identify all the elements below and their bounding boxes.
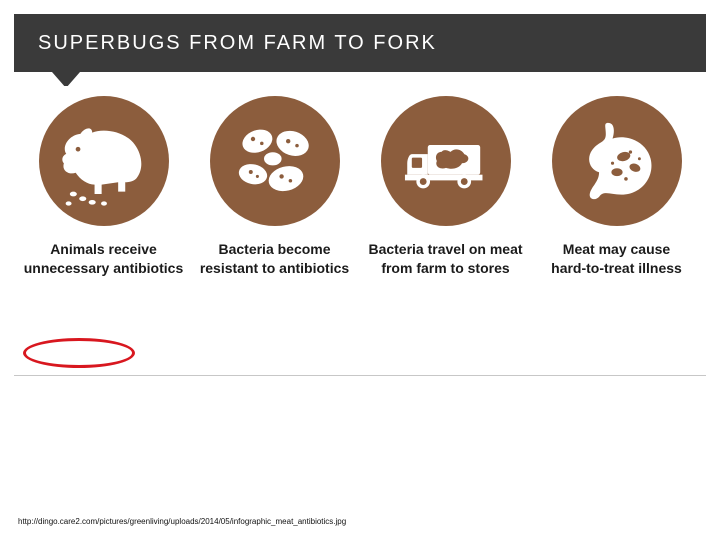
- step-2: Bacteria become resistant to antibiotics: [191, 96, 359, 278]
- circle-2: [210, 96, 340, 226]
- circle-3: [381, 96, 511, 226]
- slide: SUPERBUGS FROM FARM TO FORK Animals: [0, 0, 720, 540]
- header-bar: SUPERBUGS FROM FARM TO FORK: [14, 14, 706, 72]
- divider-line: [14, 375, 706, 376]
- pig-eating-icon: [45, 102, 163, 220]
- stomach-bacteria-icon: [561, 105, 673, 217]
- caption-4: Meat may cause hard-to-treat illness: [536, 240, 698, 278]
- meat-truck-icon: [389, 104, 503, 218]
- caption-2: Bacteria become resistant to antibiotics: [194, 240, 356, 278]
- caption-3: Bacteria travel on meat from farm to sto…: [365, 240, 527, 278]
- caption-1: Animals receive unnecessary antibiotics: [23, 240, 185, 278]
- bacteria-icon: [220, 106, 330, 216]
- step-1: Animals receive unnecessary antibiotics: [20, 96, 188, 278]
- infographic-row: Animals receive unnecessary antibiotics: [14, 86, 706, 376]
- citation-text: http://dingo.care2.com/pictures/greenliv…: [18, 517, 346, 526]
- circle-4: [552, 96, 682, 226]
- slide-title: SUPERBUGS FROM FARM TO FORK: [14, 14, 706, 55]
- step-4: Meat may cause hard-to-treat illness: [533, 96, 701, 278]
- step-3: Bacteria travel on meat from farm to sto…: [362, 96, 530, 278]
- circle-1: [39, 96, 169, 226]
